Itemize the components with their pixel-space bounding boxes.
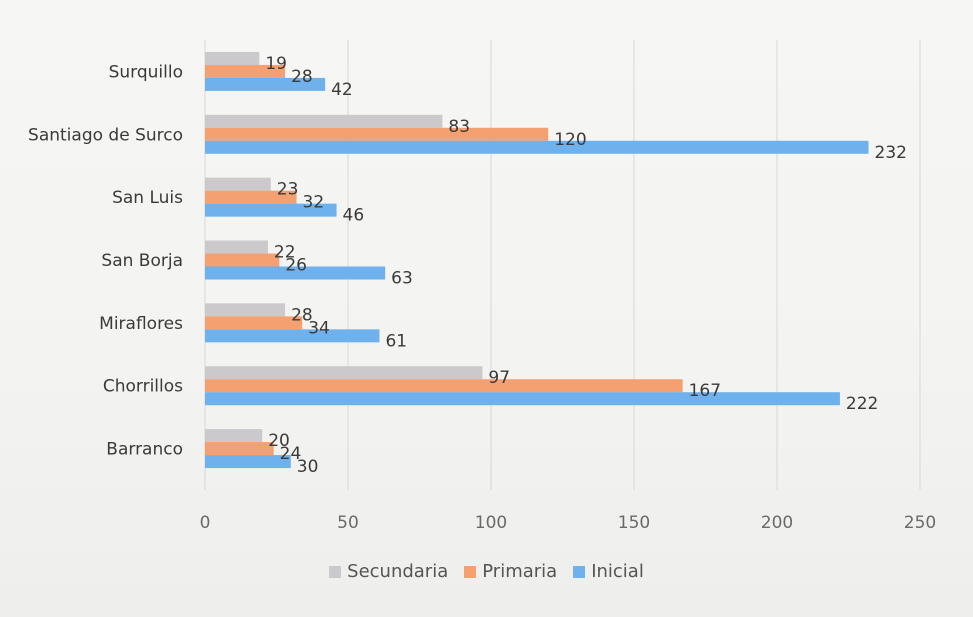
- x-tick-label: 0: [200, 513, 211, 533]
- category-label-santiago-de-surco: Santiago de Surco: [28, 125, 183, 145]
- data-label-secundaria-san-borja: 22: [274, 243, 296, 263]
- legend-item-inicial: Inicial: [573, 561, 644, 582]
- bar-inicial-santiago-de-surco: [205, 140, 869, 154]
- x-tick-label: 200: [761, 513, 793, 533]
- legend-swatch-secundaria: [329, 565, 342, 578]
- data-label-primaria-miraflores: 34: [308, 318, 330, 338]
- bar-primaria-miraflores: [205, 316, 303, 330]
- data-label-primaria-barranco: 24: [280, 444, 302, 464]
- bar-primaria-san-borja: [205, 253, 280, 267]
- data-label-secundaria-surquillo: 19: [265, 54, 287, 74]
- bar-primaria-barranco: [205, 442, 274, 456]
- category-labels: Surquillo Santiago de Surco San Luis San Bo…: [28, 62, 183, 459]
- category-label-surquillo: Surquillo: [109, 62, 183, 82]
- data-label-secundaria-santiago-de-surco: 83: [448, 117, 470, 137]
- bar-inicial-barranco: [205, 455, 291, 469]
- bar-primaria-surquillo: [205, 64, 286, 78]
- bar-inicial-san-borja: [205, 266, 386, 280]
- x-tick-label: 50: [337, 513, 359, 533]
- bar-secundaria-chorrillos: [205, 366, 483, 380]
- x-tick-label: 100: [475, 513, 507, 533]
- data-labels: 1928428312023223324622266328346197167222…: [265, 54, 907, 477]
- data-label-primaria-san-luis: 32: [303, 193, 325, 213]
- bar-primaria-san-luis: [205, 190, 297, 204]
- data-label-secundaria-miraflores: 28: [291, 305, 313, 325]
- bar-secundaria-santiago-de-surco: [205, 114, 443, 128]
- data-label-primaria-chorrillos: 167: [689, 381, 721, 401]
- data-label-inicial-miraflores: 61: [385, 331, 407, 351]
- x-tick-label: 250: [904, 513, 936, 533]
- bar-primaria-santiago-de-surco: [205, 127, 549, 141]
- data-label-inicial-san-luis: 46: [343, 206, 365, 226]
- gridlines: [204, 40, 921, 490]
- bar-inicial-surquillo: [205, 77, 326, 91]
- data-label-secundaria-san-luis: 23: [277, 180, 299, 200]
- category-label-barranco: Barranco: [106, 440, 183, 460]
- bar-secundaria-surquillo: [205, 51, 260, 65]
- data-label-secundaria-barranco: 20: [268, 431, 290, 451]
- legend-label-secundaria: Secundaria: [347, 561, 449, 582]
- legend-swatch-inicial: [573, 565, 586, 578]
- category-label-san-luis: San Luis: [112, 188, 183, 208]
- data-label-inicial-surquillo: 42: [331, 80, 353, 100]
- legend: Secundaria Primaria Inicial: [0, 561, 973, 582]
- data-label-inicial-santiago-de-surco: 232: [875, 143, 907, 163]
- bar-secundaria-miraflores: [205, 303, 286, 317]
- legend-item-secundaria: Secundaria: [329, 561, 448, 582]
- legend-label-inicial: Inicial: [591, 561, 644, 582]
- bar-primaria-chorrillos: [205, 379, 683, 393]
- data-label-secundaria-chorrillos: 97: [488, 368, 510, 388]
- bars: [205, 51, 869, 469]
- data-label-inicial-san-borja: 63: [391, 269, 413, 289]
- legend-label-primaria: Primaria: [482, 561, 558, 582]
- category-label-san-borja: San Borja: [101, 251, 183, 271]
- data-label-primaria-surquillo: 28: [291, 67, 313, 87]
- x-axis-ticks: 0 50 100 150 200 250: [200, 513, 937, 533]
- bar-inicial-san-luis: [205, 203, 337, 217]
- x-tick-label: 150: [618, 513, 650, 533]
- data-label-inicial-chorrillos: 222: [846, 394, 878, 414]
- data-label-primaria-santiago-de-surco: 120: [554, 130, 586, 150]
- bar-secundaria-san-borja: [205, 240, 268, 254]
- legend-swatch-primaria: [464, 565, 477, 578]
- legend-item-primaria: Primaria: [464, 561, 557, 582]
- bar-secundaria-san-luis: [205, 177, 271, 191]
- category-label-miraflores: Miraflores: [99, 314, 183, 334]
- data-label-inicial-barranco: 30: [297, 457, 319, 477]
- bar-inicial-miraflores: [205, 329, 380, 343]
- data-label-primaria-san-borja: 26: [285, 256, 307, 276]
- category-label-chorrillos: Chorrillos: [103, 377, 183, 397]
- bar-inicial-chorrillos: [205, 392, 840, 406]
- bar-secundaria-barranco: [205, 429, 263, 443]
